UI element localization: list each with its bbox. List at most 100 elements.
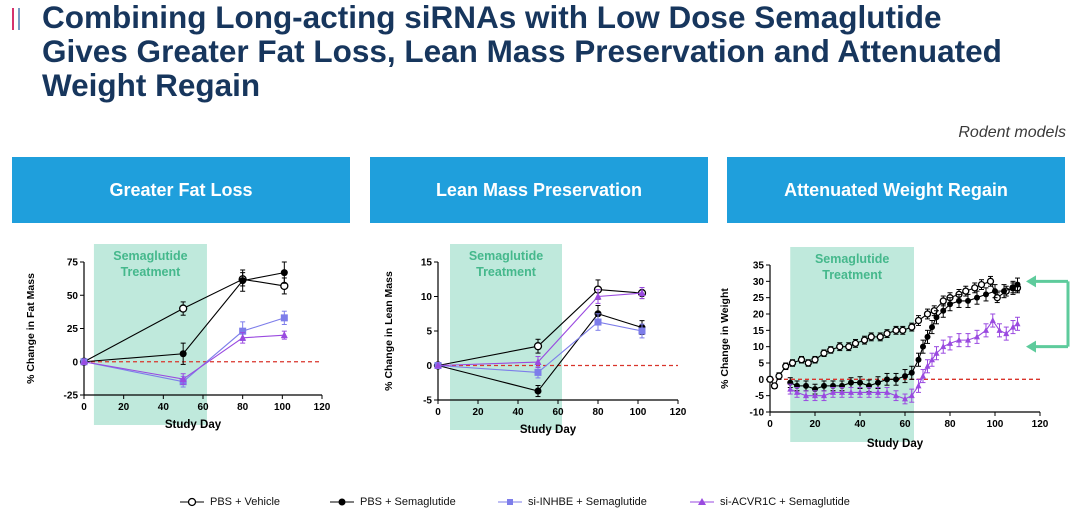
treatment-label: Semaglutide [815, 252, 889, 266]
data-point [836, 343, 844, 351]
data-point [534, 387, 542, 395]
series-line [437, 313, 643, 392]
data-point [848, 388, 854, 395]
data-point [839, 388, 845, 395]
treatment-label: Treatment [822, 268, 883, 282]
series-line [83, 317, 285, 383]
data-point [797, 356, 806, 364]
data-point [860, 336, 869, 344]
data-point [875, 388, 881, 395]
data-point [875, 379, 881, 386]
data-point [992, 288, 998, 295]
banner-lean-mass: Lean Mass Preservation [370, 157, 708, 223]
data-point [179, 375, 187, 383]
data-point [989, 317, 996, 324]
banner-fat-loss: Greater Fat Loss [12, 157, 350, 223]
data-point [920, 372, 926, 379]
x-tick-label: 80 [944, 419, 956, 430]
data-point [804, 359, 812, 367]
data-point [770, 382, 779, 390]
data-point [857, 388, 863, 395]
data-point [902, 395, 908, 402]
y-tick-label: 0 [426, 361, 432, 372]
data-point [239, 327, 247, 335]
legend-label: PBS + Semaglutide [360, 496, 456, 508]
weight-chart: Semaglutide Treatment -10 -5 0 5 10 15 20 25 30 35 0… [719, 247, 1070, 450]
x-tick-label: 0 [767, 419, 773, 430]
data-point [782, 362, 790, 370]
data-point [638, 289, 646, 297]
data-point [280, 314, 288, 322]
legend-item-pbs-vehicle: PBS + Vehicle [180, 496, 280, 508]
data-point [908, 369, 915, 376]
data-point [766, 375, 774, 383]
x-tick-label: 100 [274, 402, 291, 413]
treatment-label: Semaglutide [113, 249, 187, 263]
data-point [594, 318, 602, 326]
data-point [1001, 288, 1007, 295]
data-point [974, 333, 980, 340]
x-tick-label: 40 [512, 407, 524, 418]
data-point [857, 379, 863, 386]
y-axis-label: % Change in Lean Mass [383, 271, 395, 391]
data-point [908, 392, 915, 399]
data-point [851, 339, 860, 348]
regain-difference-arrow [1026, 275, 1070, 353]
data-point [947, 301, 953, 308]
data-point [933, 314, 940, 321]
data-point [884, 388, 890, 395]
data-point [924, 362, 931, 369]
y-tick-label: 25 [753, 293, 765, 304]
data-point [940, 343, 947, 350]
data-point [534, 358, 542, 366]
data-point [983, 326, 989, 333]
data-point [1003, 330, 1010, 337]
x-tick-label: 120 [314, 402, 331, 413]
y-axis-label: % Change in Fat Mass [25, 273, 37, 384]
data-point [80, 357, 88, 365]
x-tick-label: 60 [552, 407, 564, 418]
x-tick-label: 40 [854, 419, 866, 430]
data-point [812, 392, 818, 399]
data-point [893, 376, 899, 383]
data-point [179, 350, 187, 358]
x-tick-label: 60 [197, 402, 209, 413]
data-point [820, 349, 828, 357]
title-accent [12, 8, 26, 30]
data-point [929, 356, 935, 363]
title-line-3: Weight Regain [42, 67, 261, 103]
treatment-label: Treatment [121, 265, 182, 279]
data-point [787, 385, 794, 392]
data-point [947, 339, 953, 346]
data-point [1010, 284, 1016, 291]
y-tick-label: 0 [72, 357, 78, 368]
arrow-head-top [1026, 275, 1036, 288]
data-point [899, 326, 907, 334]
data-point [915, 382, 922, 389]
y-tick-label: -25 [64, 391, 79, 402]
data-point [803, 392, 809, 399]
x-tick-label: 20 [472, 407, 484, 418]
data-point [788, 359, 797, 367]
y-tick-label: 5 [758, 359, 764, 370]
treatment-band [450, 244, 562, 430]
page-title: Combining Long-acting siRNAs with Low Do… [42, 0, 1078, 102]
data-point [956, 297, 962, 304]
data-point [977, 280, 986, 289]
data-point [821, 392, 827, 399]
data-point [845, 343, 853, 351]
series-line [83, 278, 285, 363]
data-point [983, 291, 989, 298]
y-tick-label: -10 [750, 408, 765, 419]
data-point [1014, 320, 1021, 327]
data-point [986, 277, 995, 285]
triangle-marker-icon [690, 498, 714, 505]
series-line [437, 321, 643, 373]
y-tick-label: 50 [67, 291, 79, 302]
legend-item-acvr1c: si-ACVR1C + Semaglutide [690, 496, 850, 508]
y-tick-label: 10 [421, 292, 433, 303]
data-point [594, 292, 602, 300]
data-point [434, 361, 442, 369]
series-line [437, 289, 643, 367]
x-tick-label: 40 [158, 402, 170, 413]
